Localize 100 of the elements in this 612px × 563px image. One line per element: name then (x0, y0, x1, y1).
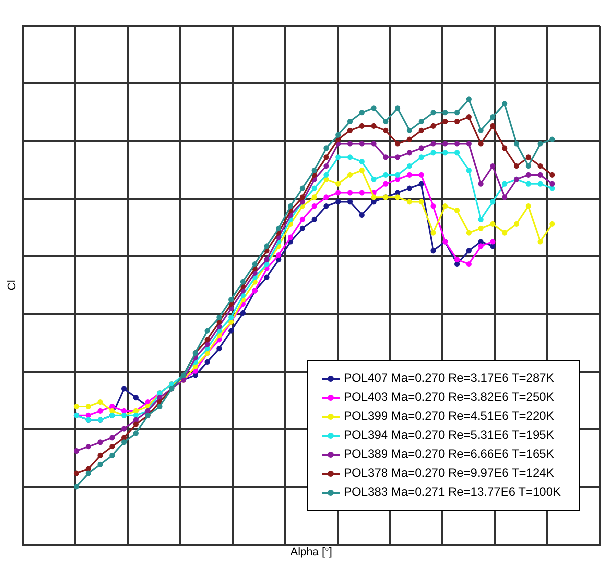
point (312, 216, 318, 223)
point (228, 314, 234, 320)
point (466, 96, 472, 102)
point (383, 181, 389, 187)
point (466, 141, 472, 147)
point (383, 154, 389, 160)
point (371, 141, 377, 147)
point (371, 194, 377, 200)
point (276, 226, 282, 232)
point (359, 123, 365, 129)
point (550, 172, 556, 178)
point (359, 141, 365, 147)
point (406, 172, 413, 178)
point (442, 150, 448, 156)
point (454, 208, 460, 214)
point (110, 444, 116, 450)
point (478, 226, 484, 232)
point (312, 194, 318, 200)
point (526, 204, 532, 210)
point (430, 204, 436, 210)
point (514, 221, 520, 227)
point (121, 426, 128, 432)
point (204, 346, 210, 352)
point (347, 199, 354, 205)
point (324, 194, 330, 200)
point (478, 239, 484, 245)
point (466, 114, 472, 120)
point (347, 154, 354, 160)
point (121, 386, 128, 392)
point (395, 172, 401, 178)
point (383, 118, 389, 125)
point (442, 118, 448, 125)
point (478, 244, 484, 250)
point (490, 199, 496, 205)
point (300, 216, 306, 223)
legend-label: POL389 Ma=0.270 Re=6.66E6 T=165K (344, 446, 554, 463)
point (336, 199, 342, 205)
point (98, 399, 104, 406)
point (395, 190, 401, 196)
point (502, 230, 508, 236)
point (204, 359, 210, 366)
point (466, 168, 472, 174)
point (86, 444, 92, 450)
point (538, 239, 544, 245)
point (324, 204, 330, 210)
point (514, 163, 520, 170)
point (526, 154, 532, 160)
point (324, 172, 330, 178)
point (86, 466, 92, 472)
point (454, 150, 460, 156)
point (478, 181, 484, 187)
point (371, 176, 377, 182)
point (454, 141, 460, 147)
point (121, 435, 128, 441)
point (98, 462, 104, 468)
point (442, 204, 448, 210)
point (430, 150, 436, 156)
point (395, 141, 401, 147)
point (252, 261, 258, 268)
point (359, 159, 365, 165)
point (383, 172, 389, 178)
point (526, 172, 532, 178)
point (86, 404, 92, 410)
point (371, 199, 377, 205)
point (395, 176, 401, 182)
point (264, 274, 270, 280)
point (538, 172, 544, 178)
point (430, 110, 436, 116)
point (430, 123, 436, 129)
point (526, 163, 532, 170)
point (133, 417, 139, 423)
point (490, 163, 496, 170)
point (395, 154, 401, 160)
point (430, 248, 436, 254)
point (74, 470, 80, 476)
point (418, 154, 424, 160)
point (74, 404, 80, 410)
point (300, 194, 306, 200)
point (347, 128, 354, 134)
point (121, 440, 128, 446)
point (406, 128, 413, 134)
point (336, 181, 342, 187)
point (466, 230, 472, 236)
point (418, 199, 424, 205)
point (300, 226, 306, 232)
point (490, 114, 496, 120)
point (347, 141, 354, 147)
point (406, 150, 413, 156)
point (502, 101, 508, 107)
point (74, 448, 80, 454)
point (538, 181, 544, 187)
y-axis-title: Cl (6, 280, 19, 291)
point (442, 110, 448, 116)
point (538, 141, 544, 147)
point (418, 128, 424, 134)
point (359, 212, 365, 218)
point (336, 190, 342, 196)
point (454, 118, 460, 125)
point (550, 221, 556, 227)
point (514, 141, 520, 147)
